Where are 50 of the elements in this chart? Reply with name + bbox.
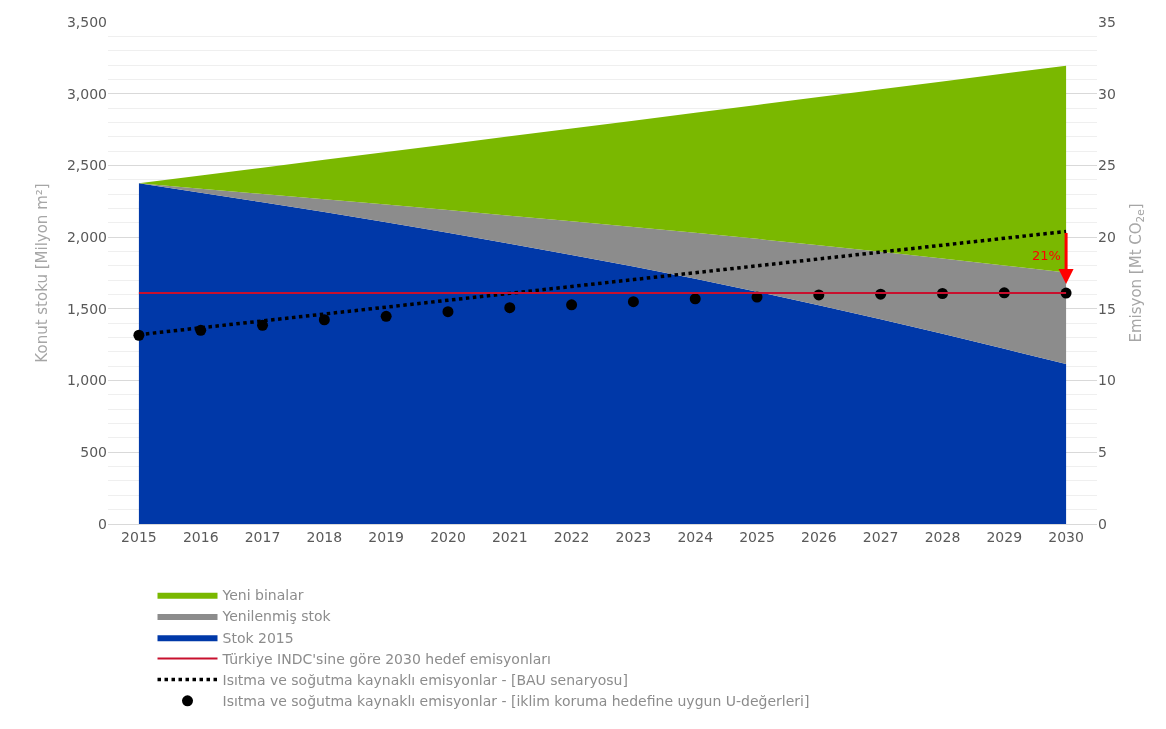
x-tick-label: 2028 bbox=[924, 528, 961, 545]
point bbox=[257, 319, 269, 331]
x-tick-label: 2020 bbox=[430, 528, 466, 545]
y-tick-label: 2,500 bbox=[66, 157, 107, 174]
point bbox=[689, 293, 701, 305]
y-tick-label: 1,500 bbox=[66, 300, 107, 317]
point bbox=[133, 329, 145, 341]
legend-label: Isıtma ve soğutma kaynaklı emisyonlar - [iklim koruma hedefine uygun U-değerleri] bbox=[222, 693, 810, 710]
x-tick-label: 2017 bbox=[244, 528, 281, 545]
y2-tick-label: 5 bbox=[1098, 444, 1107, 461]
y-tick-label: 3,500 bbox=[66, 13, 107, 30]
y2-tick-label: 25 bbox=[1098, 157, 1116, 174]
x-tick-label: 2021 bbox=[491, 528, 528, 545]
y2-tick-label: 20 bbox=[1098, 229, 1116, 246]
point bbox=[504, 302, 516, 314]
x-tick-label: 2019 bbox=[368, 528, 404, 545]
point bbox=[627, 296, 639, 308]
x-tick-label: 2022 bbox=[553, 528, 590, 545]
y-tick-label: 3,000 bbox=[66, 85, 107, 102]
x-tick-label: 2027 bbox=[862, 528, 899, 545]
x-tick-label: 2025 bbox=[739, 528, 775, 545]
y2-tick-label: 15 bbox=[1098, 300, 1116, 317]
legend-label: Türkiye INDC'sine göre 2030 hedef emisyonları bbox=[221, 650, 551, 667]
y2-tick-label: 10 bbox=[1098, 372, 1116, 389]
point bbox=[195, 324, 207, 336]
y-tick-label: 1,000 bbox=[66, 372, 107, 389]
point bbox=[566, 299, 578, 311]
point bbox=[380, 310, 392, 322]
x-tick-label: 2018 bbox=[306, 528, 343, 545]
legend-label: Stok 2015 bbox=[222, 629, 294, 646]
x-tick-label: 2024 bbox=[677, 528, 714, 545]
x-tick-label: 2030 bbox=[1048, 528, 1084, 545]
legend-label: Yenilenmiş stok bbox=[221, 608, 332, 625]
y-tick-label: 2,000 bbox=[66, 229, 107, 246]
y-tick-label: 0 bbox=[98, 515, 107, 532]
x-tick-label: 2023 bbox=[615, 528, 652, 545]
legend-label: Isıtma ve soğutma kaynaklı emisyonlar - [BAU senaryosu] bbox=[222, 672, 628, 689]
x-tick-label: 2015 bbox=[121, 528, 157, 545]
y-axis-title: Konut stoku [Milyon m²] bbox=[33, 183, 52, 363]
y-tick-label: 500 bbox=[80, 444, 107, 461]
point bbox=[442, 306, 454, 318]
x-tick-label: 2016 bbox=[182, 528, 219, 545]
y2-tick-label: 35 bbox=[1098, 13, 1116, 30]
annotation: 21% bbox=[1032, 248, 1061, 263]
x-tick-label: 2026 bbox=[801, 528, 837, 545]
x-tick-label: 2029 bbox=[986, 528, 1023, 545]
y2-tick-label: 0 bbox=[1098, 515, 1107, 532]
legend-label: Yeni binalar bbox=[221, 587, 304, 604]
point bbox=[318, 314, 330, 326]
y2-tick-label: 30 bbox=[1098, 85, 1116, 102]
